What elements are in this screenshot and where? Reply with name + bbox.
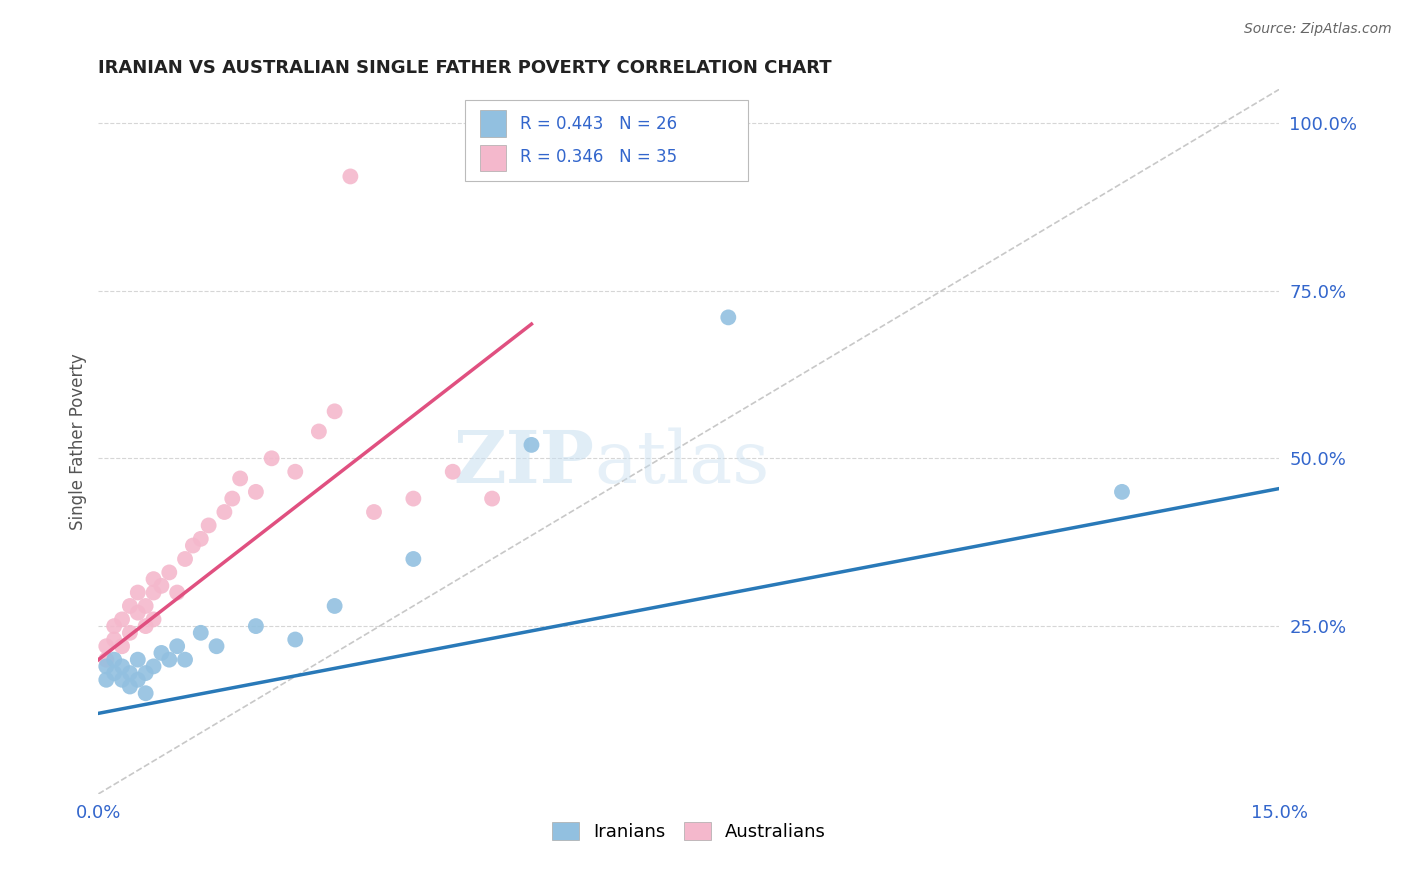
Point bbox=[214, 505, 236, 519]
Point bbox=[190, 625, 212, 640]
Point bbox=[520, 438, 543, 452]
Point bbox=[135, 599, 157, 613]
Point bbox=[245, 619, 267, 633]
Point bbox=[127, 673, 149, 687]
Bar bbox=[479, 145, 506, 171]
Point bbox=[402, 491, 425, 506]
Point bbox=[118, 666, 141, 681]
Text: IRANIAN VS AUSTRALIAN SINGLE FATHER POVERTY CORRELATION CHART: IRANIAN VS AUSTRALIAN SINGLE FATHER POVE… bbox=[98, 59, 832, 77]
Point bbox=[190, 532, 212, 546]
Point bbox=[127, 606, 149, 620]
Point bbox=[157, 653, 180, 667]
Point bbox=[441, 465, 464, 479]
Point bbox=[135, 619, 157, 633]
Point bbox=[96, 673, 118, 687]
Point bbox=[166, 639, 188, 653]
Point bbox=[323, 404, 346, 418]
Point bbox=[205, 639, 228, 653]
Point bbox=[142, 659, 165, 673]
Point bbox=[118, 680, 141, 694]
Point bbox=[150, 579, 173, 593]
Point bbox=[402, 552, 425, 566]
Point bbox=[111, 639, 134, 653]
Text: R = 0.346   N = 35: R = 0.346 N = 35 bbox=[520, 147, 678, 166]
Point bbox=[111, 673, 134, 687]
Y-axis label: Single Father Poverty: Single Father Poverty bbox=[69, 353, 87, 530]
Point bbox=[339, 169, 361, 184]
Point bbox=[308, 425, 330, 439]
Point bbox=[111, 659, 134, 673]
Point bbox=[127, 653, 149, 667]
Point bbox=[229, 471, 252, 485]
Point bbox=[103, 653, 125, 667]
Point bbox=[166, 585, 188, 599]
Point bbox=[481, 491, 503, 506]
Point bbox=[363, 505, 385, 519]
Point bbox=[181, 539, 204, 553]
Point bbox=[717, 310, 740, 325]
Point bbox=[103, 666, 125, 681]
Text: R = 0.443   N = 26: R = 0.443 N = 26 bbox=[520, 115, 678, 133]
Point bbox=[174, 653, 197, 667]
Point bbox=[111, 612, 134, 626]
Point bbox=[96, 639, 118, 653]
Text: atlas: atlas bbox=[595, 427, 770, 498]
Point bbox=[127, 585, 149, 599]
Point bbox=[197, 518, 219, 533]
Point bbox=[1111, 484, 1133, 499]
Point bbox=[323, 599, 346, 613]
Point bbox=[118, 625, 141, 640]
Point bbox=[118, 599, 141, 613]
Point bbox=[260, 451, 283, 466]
Point bbox=[142, 612, 165, 626]
Point bbox=[284, 632, 307, 647]
Point bbox=[96, 659, 118, 673]
Legend: Iranians, Australians: Iranians, Australians bbox=[544, 814, 834, 848]
Point bbox=[157, 566, 180, 580]
Text: ZIP: ZIP bbox=[454, 427, 595, 498]
Point bbox=[284, 465, 307, 479]
Point bbox=[96, 653, 118, 667]
Point bbox=[103, 632, 125, 647]
Text: Source: ZipAtlas.com: Source: ZipAtlas.com bbox=[1244, 22, 1392, 37]
Point bbox=[174, 552, 197, 566]
FancyBboxPatch shape bbox=[464, 100, 748, 181]
Point bbox=[150, 646, 173, 660]
Point bbox=[103, 619, 125, 633]
Bar bbox=[479, 110, 506, 136]
Point bbox=[135, 686, 157, 700]
Point bbox=[142, 585, 165, 599]
Point bbox=[245, 484, 267, 499]
Point bbox=[135, 666, 157, 681]
Point bbox=[142, 572, 165, 586]
Point bbox=[221, 491, 243, 506]
